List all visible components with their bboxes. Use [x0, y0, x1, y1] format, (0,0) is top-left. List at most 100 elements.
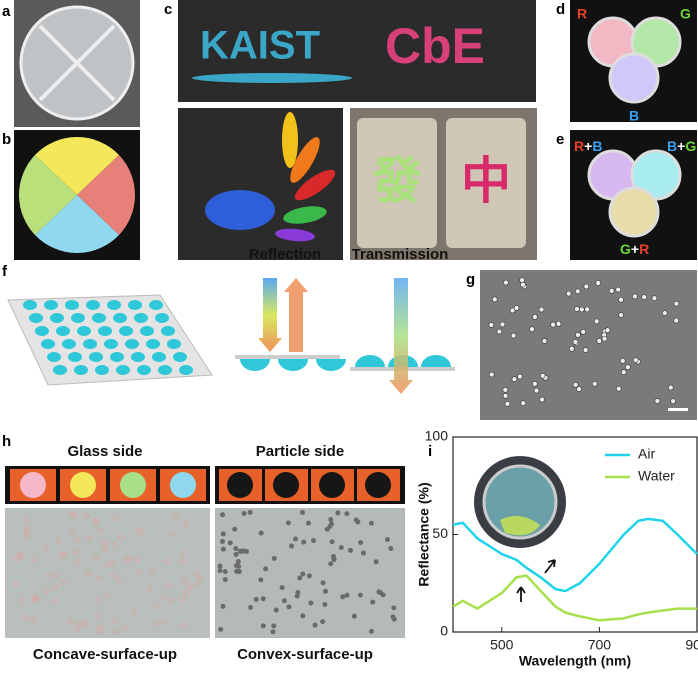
panel-label: g [466, 271, 475, 288]
color-label: G [680, 6, 691, 22]
particle [625, 364, 631, 371]
particle [179, 622, 186, 629]
particle [217, 567, 223, 573]
sample-dot [365, 472, 391, 498]
particle [550, 321, 556, 328]
particle [83, 339, 97, 349]
arrow-in [258, 278, 282, 352]
arrow [544, 559, 556, 574]
particle [168, 598, 175, 605]
dish [608, 52, 660, 104]
particle [292, 536, 298, 542]
tile-char: 發 [371, 153, 422, 209]
particle [248, 605, 254, 611]
sem-particles [488, 277, 680, 407]
particle [335, 510, 341, 516]
arrow-through [389, 278, 413, 394]
particle [101, 539, 108, 546]
sample-dot [319, 472, 345, 498]
particle [42, 587, 49, 594]
particle [98, 627, 105, 634]
particle [357, 592, 363, 598]
arrow-out [284, 278, 308, 352]
particle [74, 536, 81, 543]
particle [218, 626, 224, 632]
particle [71, 313, 85, 323]
particle [163, 558, 170, 565]
particle [294, 593, 300, 599]
particle [519, 277, 525, 283]
particle [351, 613, 357, 619]
particle [270, 629, 276, 635]
particle [511, 376, 518, 382]
particle [286, 604, 292, 610]
dish-blue [35, 195, 119, 253]
particle [360, 550, 366, 556]
particle [233, 551, 239, 557]
particle [344, 511, 350, 517]
arrow [516, 586, 526, 602]
particle [173, 352, 187, 362]
sample-dot [170, 472, 196, 498]
particle [300, 613, 306, 619]
particle [44, 300, 58, 310]
particle [18, 597, 25, 604]
particle [373, 559, 379, 565]
particle [104, 562, 111, 569]
particle [328, 517, 334, 523]
particle [118, 534, 125, 541]
particle [110, 352, 124, 362]
particle [219, 538, 225, 544]
particle [601, 335, 608, 342]
particle [576, 386, 582, 392]
particle [80, 619, 87, 626]
particle [539, 373, 546, 379]
micrograph-convex [215, 508, 405, 638]
particle [16, 551, 23, 558]
particle [101, 546, 108, 553]
particle [125, 339, 139, 349]
particle [591, 381, 598, 387]
particle [134, 313, 148, 323]
particle [54, 571, 61, 578]
x-tick-label: 700 [588, 637, 612, 653]
particle [220, 531, 226, 537]
particle [233, 546, 239, 552]
particle [322, 602, 328, 608]
particle [538, 306, 545, 313]
particle [68, 511, 75, 518]
particle [502, 392, 509, 399]
feather [290, 137, 320, 183]
particle [312, 622, 318, 628]
particle [140, 326, 154, 336]
particle [491, 296, 498, 303]
particle [121, 624, 128, 631]
particle [152, 352, 166, 362]
particle [43, 545, 50, 552]
particle [595, 280, 601, 286]
particle [227, 540, 233, 546]
particle [112, 515, 119, 522]
particle [258, 577, 264, 583]
particle [217, 563, 223, 569]
particle [380, 592, 386, 598]
particle [241, 511, 247, 517]
particle [338, 545, 344, 551]
caption: Particle side [256, 443, 344, 460]
particle [584, 306, 591, 313]
particle [182, 521, 189, 528]
micrograph-concave [5, 508, 210, 638]
particle [179, 595, 186, 602]
particle [55, 538, 62, 545]
particle [654, 398, 661, 404]
particle [222, 569, 228, 575]
particle [53, 365, 67, 375]
y-tick-label: 0 [440, 623, 448, 639]
chart: 0 50 100 500 700 900 Wavelength (nm) Reflectanc… [416, 428, 698, 669]
particle [12, 581, 19, 588]
particle [572, 382, 579, 388]
particle [194, 582, 201, 589]
particle [575, 332, 581, 338]
particle [285, 520, 291, 526]
particle [306, 573, 312, 579]
